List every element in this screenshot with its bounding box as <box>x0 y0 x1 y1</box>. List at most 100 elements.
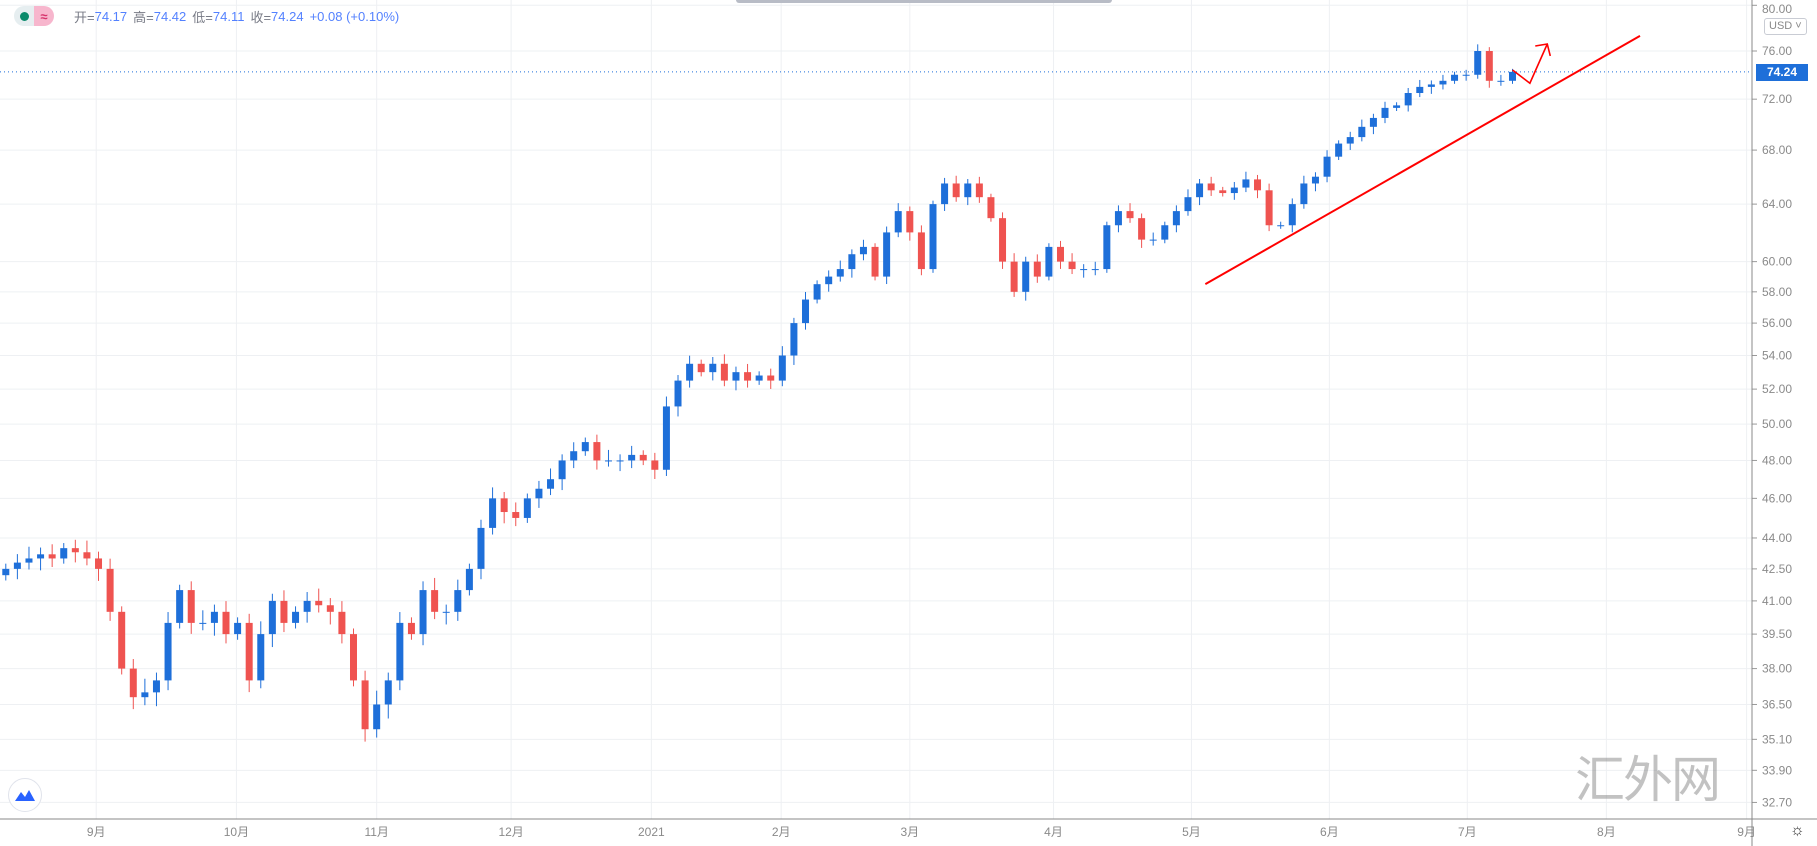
price-tick-label: 33.90 <box>1762 763 1792 777</box>
candle-body <box>1149 239 1157 241</box>
candle <box>581 437 589 456</box>
candle <box>1033 254 1041 283</box>
candle <box>187 581 195 634</box>
candle-body <box>1219 190 1227 194</box>
candle <box>732 366 740 391</box>
candle-body <box>917 232 925 270</box>
trend-line <box>1204 35 1641 286</box>
price-tick-label: 64.00 <box>1762 197 1792 211</box>
time-tick-label: 4月 <box>1044 825 1063 839</box>
candle <box>1254 174 1262 199</box>
candle-body <box>929 204 937 270</box>
candle <box>1508 68 1516 84</box>
candle-body <box>454 590 462 612</box>
candle-body <box>906 211 914 233</box>
time-tick-label: 11月 <box>364 825 388 839</box>
candle-body <box>489 498 497 528</box>
candle <box>1474 44 1482 79</box>
currency-label: USD <box>1769 20 1793 32</box>
candle <box>1300 175 1308 209</box>
candle-body <box>1126 211 1134 219</box>
candle-body <box>234 622 242 635</box>
candle-body <box>1138 218 1146 240</box>
candle <box>662 396 670 476</box>
candle-body <box>1230 187 1238 194</box>
candle <box>1311 172 1319 192</box>
candle <box>338 601 346 644</box>
wave-icon: ≈ <box>34 6 54 26</box>
candle <box>48 544 56 567</box>
candle-body <box>1091 269 1099 271</box>
candle-body <box>883 232 891 277</box>
candle <box>883 226 891 285</box>
candle <box>384 672 392 719</box>
price-tick-label: 80.00 <box>1762 2 1792 16</box>
candle-body <box>720 363 728 381</box>
candle <box>802 291 810 330</box>
candle <box>326 598 334 625</box>
candle <box>929 200 937 273</box>
candle <box>790 317 798 365</box>
candle <box>71 539 79 563</box>
candle <box>431 577 439 620</box>
candle <box>1277 221 1285 229</box>
candle <box>894 203 902 238</box>
candle <box>164 612 172 691</box>
candle-body <box>593 442 601 461</box>
candle <box>1439 74 1447 90</box>
candle <box>674 375 682 417</box>
candle-body <box>813 284 821 300</box>
candle <box>639 450 647 466</box>
settings-icon[interactable]: ☼ <box>1790 822 1805 839</box>
candle-body <box>71 548 79 553</box>
candle <box>941 177 949 211</box>
candle <box>442 604 450 625</box>
candle-body <box>1288 204 1296 226</box>
currency-dropdown[interactable]: USD ˅ <box>1764 18 1807 35</box>
price-tick-label: 60.00 <box>1762 255 1792 269</box>
candle <box>25 546 33 570</box>
candle <box>129 659 137 710</box>
candle-body <box>141 692 149 698</box>
arrow-head-icon <box>1535 43 1552 57</box>
price-tick-label: 56.00 <box>1762 316 1792 330</box>
low-label: 低= <box>192 9 213 25</box>
candle-body <box>222 611 230 635</box>
candle <box>1184 189 1192 216</box>
drawings[interactable] <box>1204 35 1641 286</box>
candle-body <box>1462 74 1470 76</box>
candle-body <box>349 634 357 681</box>
candle <box>720 354 728 387</box>
candle <box>1103 221 1111 273</box>
candle-body <box>651 460 659 470</box>
candle <box>13 554 21 580</box>
candle <box>315 588 323 613</box>
top-handle[interactable] <box>736 0 1112 3</box>
candle <box>489 487 497 535</box>
candle-body <box>1080 269 1088 271</box>
open-value: 74.17 <box>94 8 128 24</box>
candle <box>1172 205 1180 233</box>
symbol-pill[interactable]: ≈ <box>14 6 54 26</box>
tradingview-logo-icon[interactable] <box>8 778 42 812</box>
candle-body <box>1300 183 1308 205</box>
candle-body <box>176 590 184 623</box>
candle-body <box>1033 261 1041 277</box>
candle-body <box>245 622 253 681</box>
candle-body <box>558 460 566 480</box>
candle-body <box>83 552 91 559</box>
candle-body <box>941 183 949 205</box>
time-tick-label: 3月 <box>900 825 919 839</box>
candle-body <box>118 611 126 669</box>
candle-body <box>1311 176 1319 184</box>
low-value: 74.11 <box>212 8 245 24</box>
candle-body <box>1265 190 1273 226</box>
candle <box>176 584 184 629</box>
candle <box>1056 240 1064 269</box>
candle <box>778 346 786 387</box>
candle-body <box>1485 51 1493 81</box>
candle <box>1080 264 1088 278</box>
candle-body <box>315 600 323 606</box>
